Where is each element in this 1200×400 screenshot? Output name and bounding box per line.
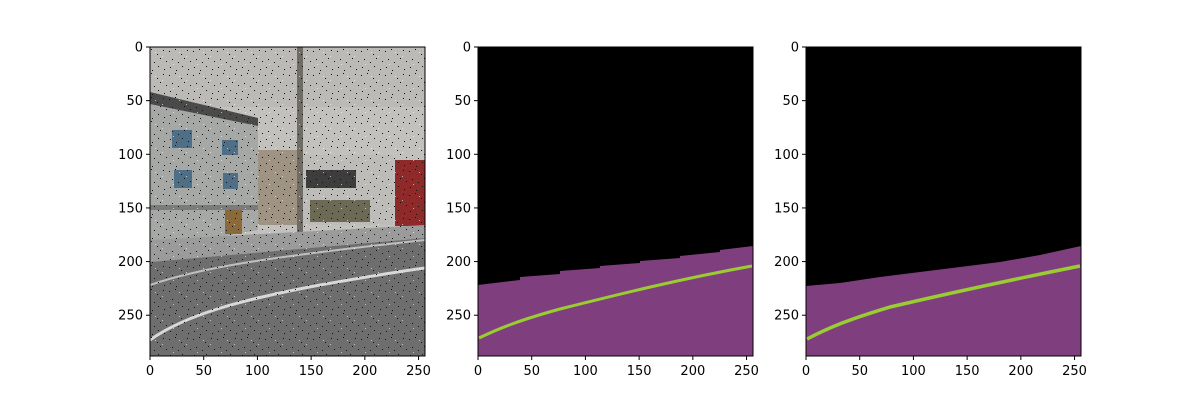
y-axis: 0 50 100 150 200 250 xyxy=(446,41,478,324)
panel-ground-truth-mask: 0 50 100 150 200 250 0 50 100 150 200 250 xyxy=(774,41,1087,380)
y-tick-label: 150 xyxy=(446,201,471,216)
y-tick-label: 50 xyxy=(782,94,799,109)
x-axis: 0 50 100 150 200 250 xyxy=(802,356,1087,379)
x-tick-label: 250 xyxy=(406,364,431,379)
x-tick-label: 250 xyxy=(1062,364,1087,379)
x-tick-label: 0 xyxy=(474,364,482,379)
y-tick-label: 100 xyxy=(446,148,471,163)
y-axis: 0 50 100 150 200 250 xyxy=(118,41,150,324)
y-tick-label: 0 xyxy=(135,41,143,56)
axes-frame xyxy=(149,46,426,357)
x-tick-label: 250 xyxy=(734,364,759,379)
noise-overlay xyxy=(150,47,425,356)
x-tick-label: 100 xyxy=(901,364,926,379)
street-photo xyxy=(150,47,425,356)
lane-marking-region xyxy=(478,264,753,340)
x-tick-label: 50 xyxy=(523,364,540,379)
lane-marking-region xyxy=(806,264,1081,341)
x-tick-label: 150 xyxy=(627,364,652,379)
x-tick-label: 100 xyxy=(245,364,270,379)
x-tick-label: 50 xyxy=(851,364,868,379)
y-tick-label: 200 xyxy=(774,255,799,270)
axes-frame xyxy=(805,46,1082,357)
x-axis: 0 50 100 150 200 250 xyxy=(474,356,759,379)
y-tick-label: 0 xyxy=(463,41,471,56)
y-axis: 0 50 100 150 200 250 xyxy=(774,41,806,324)
y-tick-label: 200 xyxy=(118,255,143,270)
y-tick-label: 100 xyxy=(118,148,143,163)
x-tick-label: 200 xyxy=(1008,364,1033,379)
y-tick-label: 50 xyxy=(454,94,471,109)
y-tick-label: 250 xyxy=(118,309,143,324)
x-axis: 0 50 100 150 200 250 xyxy=(146,356,431,379)
panel-prediction-mask: 0 50 100 150 200 250 0 50 100 150 200 250 xyxy=(446,41,759,380)
x-tick-label: 0 xyxy=(802,364,810,379)
y-tick-label: 250 xyxy=(446,309,471,324)
y-tick-label: 150 xyxy=(774,201,799,216)
x-tick-label: 200 xyxy=(680,364,705,379)
y-tick-label: 100 xyxy=(774,148,799,163)
y-tick-label: 0 xyxy=(791,41,799,56)
y-tick-label: 50 xyxy=(126,94,143,109)
x-tick-label: 0 xyxy=(146,364,154,379)
y-tick-label: 200 xyxy=(446,255,471,270)
road-region xyxy=(806,246,1081,356)
x-tick-label: 100 xyxy=(573,364,598,379)
panel-input-photo: 0 50 100 150 200 250 0 50 100 150 200 250 xyxy=(118,41,431,380)
y-tick-label: 150 xyxy=(118,201,143,216)
y-tick-label: 250 xyxy=(774,309,799,324)
x-tick-label: 150 xyxy=(299,364,324,379)
x-tick-label: 50 xyxy=(195,364,212,379)
axes-frame xyxy=(477,46,754,357)
x-tick-label: 150 xyxy=(955,364,980,379)
road-region xyxy=(478,246,753,356)
x-tick-label: 200 xyxy=(352,364,377,379)
